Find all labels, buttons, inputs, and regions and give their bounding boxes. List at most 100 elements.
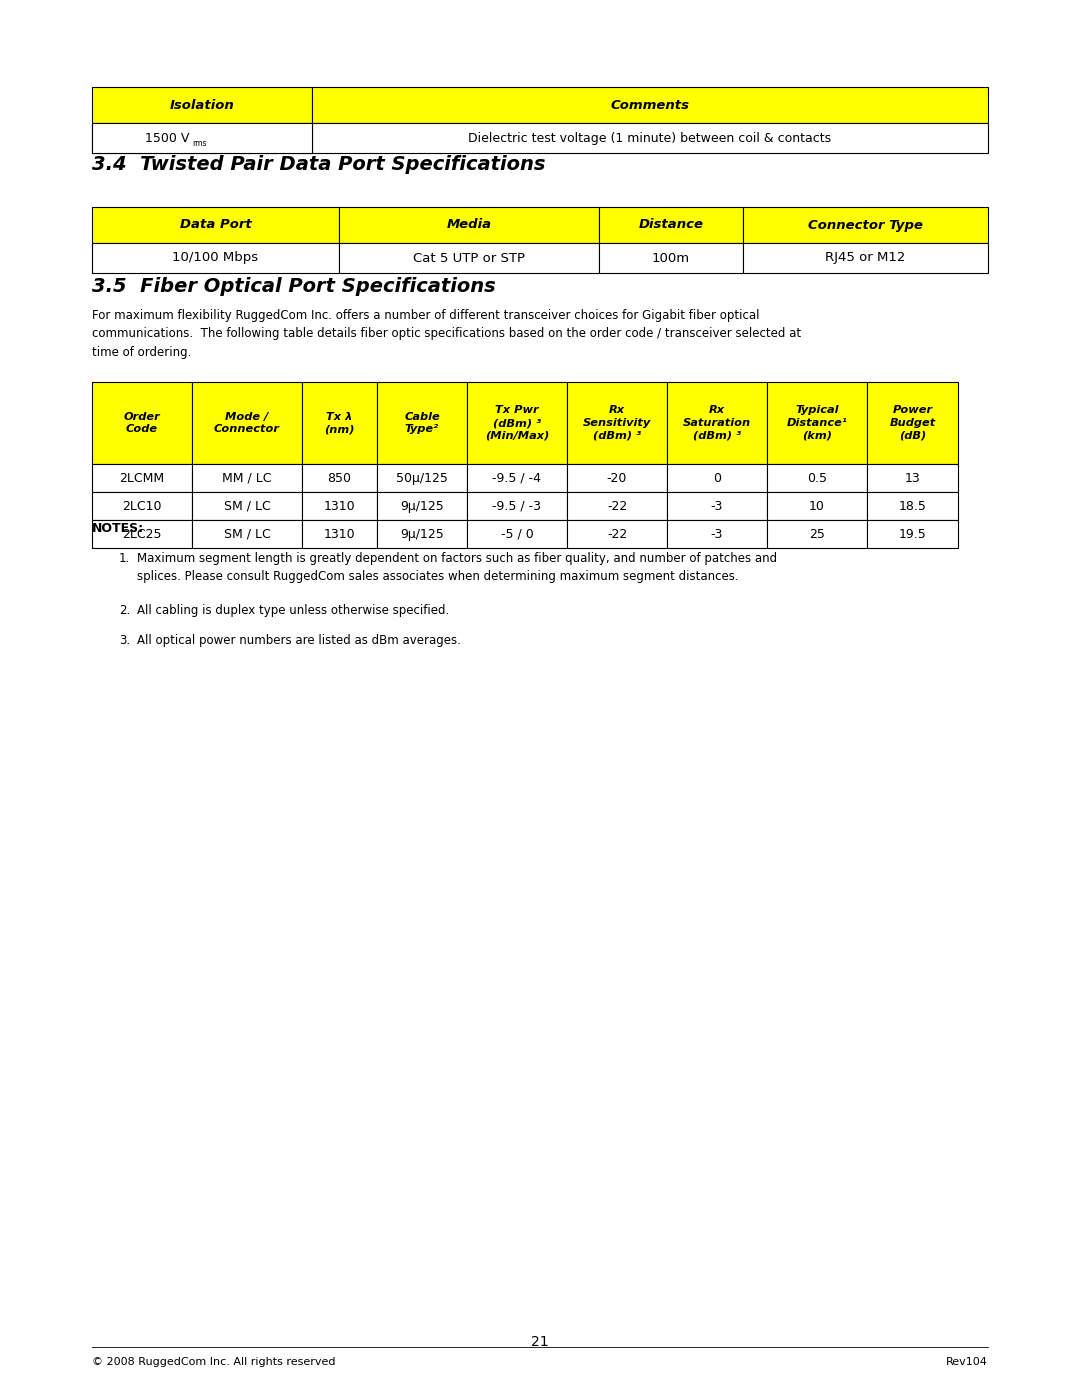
Text: 2LC25: 2LC25 xyxy=(122,528,162,541)
Bar xyxy=(667,464,767,492)
Text: Cable
Type²: Cable Type² xyxy=(404,412,440,434)
Text: Order
Code: Order Code xyxy=(123,412,160,434)
Text: 3.: 3. xyxy=(119,633,130,647)
Bar xyxy=(92,464,192,492)
Text: Rx
Sensitivity
(dBm) ³: Rx Sensitivity (dBm) ³ xyxy=(583,405,651,441)
Text: 100m: 100m xyxy=(652,251,690,264)
Text: SM / LC: SM / LC xyxy=(224,500,270,513)
Bar xyxy=(92,87,312,123)
Text: Rx
Saturation
(dBm) ³: Rx Saturation (dBm) ³ xyxy=(683,405,751,441)
Text: MM / LC: MM / LC xyxy=(222,472,272,485)
Bar xyxy=(302,381,377,464)
Bar xyxy=(767,464,867,492)
Text: Data Port: Data Port xyxy=(179,218,252,232)
Text: 9μ/125: 9μ/125 xyxy=(400,500,444,513)
Bar xyxy=(92,381,192,464)
Bar xyxy=(377,492,467,520)
Bar xyxy=(567,381,667,464)
Bar xyxy=(567,492,667,520)
Bar xyxy=(312,87,988,123)
Bar xyxy=(567,464,667,492)
Bar xyxy=(867,464,958,492)
Text: 21: 21 xyxy=(531,1336,549,1350)
Bar xyxy=(302,520,377,548)
Bar xyxy=(192,492,302,520)
Text: Isolation: Isolation xyxy=(170,99,234,112)
Text: Connector Type: Connector Type xyxy=(808,218,923,232)
Text: 25: 25 xyxy=(809,528,825,541)
Bar xyxy=(92,123,312,154)
Text: Media: Media xyxy=(446,218,491,232)
Text: Rev104: Rev104 xyxy=(946,1356,988,1368)
Text: -5 / 0: -5 / 0 xyxy=(501,528,534,541)
Bar xyxy=(867,520,958,548)
Bar xyxy=(377,464,467,492)
Text: SM / LC: SM / LC xyxy=(224,528,270,541)
Bar xyxy=(599,207,743,243)
Text: -9.5 / -3: -9.5 / -3 xyxy=(492,500,541,513)
Text: NOTES:: NOTES: xyxy=(92,522,144,535)
Text: 1.: 1. xyxy=(119,552,130,564)
Bar xyxy=(192,381,302,464)
Text: 0: 0 xyxy=(713,472,721,485)
Text: 50μ/125: 50μ/125 xyxy=(396,472,448,485)
Bar xyxy=(667,520,767,548)
Bar xyxy=(339,243,599,272)
Bar xyxy=(377,381,467,464)
Bar xyxy=(92,243,339,272)
Text: 850: 850 xyxy=(327,472,351,485)
Text: -20: -20 xyxy=(607,472,627,485)
Text: rms: rms xyxy=(192,138,206,148)
Bar xyxy=(312,123,988,154)
Text: 1500 V: 1500 V xyxy=(145,131,189,144)
Text: All cabling is duplex type unless otherwise specified.: All cabling is duplex type unless otherw… xyxy=(137,604,449,617)
Bar xyxy=(92,492,192,520)
Bar xyxy=(867,381,958,464)
Bar xyxy=(302,492,377,520)
Text: All optical power numbers are listed as dBm averages.: All optical power numbers are listed as … xyxy=(137,633,461,647)
Bar xyxy=(92,123,312,154)
Bar xyxy=(92,520,192,548)
Text: RJ45 or M12: RJ45 or M12 xyxy=(825,251,906,264)
Text: Cat 5 UTP or STP: Cat 5 UTP or STP xyxy=(413,251,525,264)
Text: -3: -3 xyxy=(711,528,724,541)
Text: 3.5  Fiber Optical Port Specifications: 3.5 Fiber Optical Port Specifications xyxy=(92,277,496,296)
Text: 10/100 Mbps: 10/100 Mbps xyxy=(173,251,258,264)
Bar xyxy=(467,464,567,492)
Bar xyxy=(667,492,767,520)
Bar xyxy=(667,381,767,464)
Bar xyxy=(192,520,302,548)
Text: © 2008 RuggedCom Inc. All rights reserved: © 2008 RuggedCom Inc. All rights reserve… xyxy=(92,1356,336,1368)
Bar xyxy=(92,123,312,154)
Text: Power
Budget
(dB): Power Budget (dB) xyxy=(889,405,935,441)
Text: Typical
Distance¹
(km): Typical Distance¹ (km) xyxy=(786,405,848,441)
Text: 1500 Vrms: 1500 Vrms xyxy=(168,131,235,144)
Text: 1310: 1310 xyxy=(324,528,355,541)
Text: 2LCMM: 2LCMM xyxy=(120,472,164,485)
Bar xyxy=(767,492,867,520)
Text: 13: 13 xyxy=(905,472,920,485)
Text: 18.5: 18.5 xyxy=(899,500,927,513)
Bar xyxy=(92,207,339,243)
Text: Tx λ
(nm): Tx λ (nm) xyxy=(324,412,354,434)
Bar xyxy=(467,381,567,464)
Bar xyxy=(567,520,667,548)
Bar xyxy=(767,520,867,548)
Text: Mode /
Connector: Mode / Connector xyxy=(214,412,280,434)
Bar xyxy=(599,243,743,272)
Text: 9μ/125: 9μ/125 xyxy=(400,528,444,541)
Bar xyxy=(867,492,958,520)
Text: 1310: 1310 xyxy=(324,500,355,513)
Text: -9.5 / -4: -9.5 / -4 xyxy=(492,472,541,485)
Text: Comments: Comments xyxy=(610,99,689,112)
Text: 3.4  Twisted Pair Data Port Specifications: 3.4 Twisted Pair Data Port Specification… xyxy=(92,155,545,175)
Bar xyxy=(377,520,467,548)
Bar xyxy=(467,492,567,520)
Bar xyxy=(339,207,599,243)
Bar xyxy=(467,520,567,548)
Text: -22: -22 xyxy=(607,500,627,513)
Bar xyxy=(302,464,377,492)
Text: -22: -22 xyxy=(607,528,627,541)
Text: For maximum flexibility RuggedCom Inc. offers a number of different transceiver : For maximum flexibility RuggedCom Inc. o… xyxy=(92,309,801,359)
Text: 19.5: 19.5 xyxy=(899,528,927,541)
